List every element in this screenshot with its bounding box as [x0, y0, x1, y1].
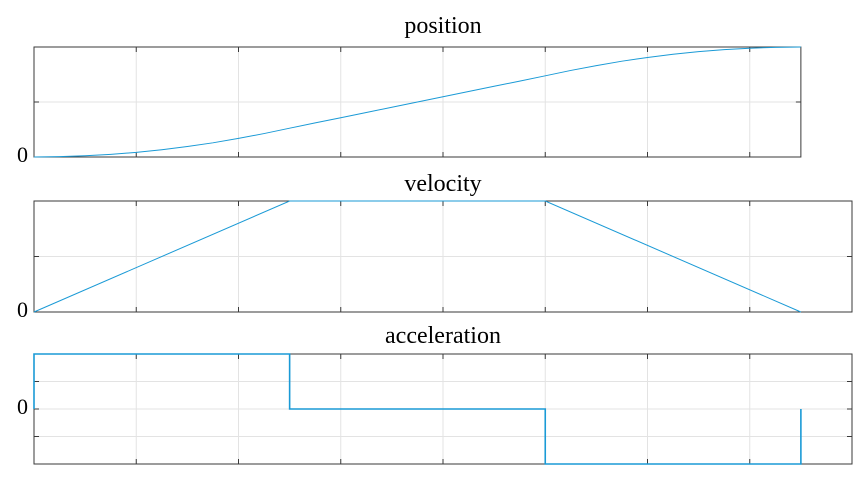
acceleration-title: acceleration: [385, 323, 501, 349]
velocity-title: velocity: [404, 171, 481, 197]
acceleration-y-tick-label: 0: [17, 394, 28, 419]
velocity-panel: 0 velocity: [17, 171, 853, 322]
position-y-tick-label: 0: [17, 142, 28, 167]
position-title: position: [404, 13, 481, 39]
acceleration-panel: 0 acceleration: [17, 323, 853, 465]
velocity-y-tick-label: 0: [17, 297, 28, 322]
velocity-series-line: [33, 200, 802, 313]
position-axes-frame: [33, 46, 802, 158]
position-series-line: [33, 46, 801, 158]
acceleration-series-line: [33, 353, 802, 465]
position-panel: 0 position: [17, 13, 802, 167]
